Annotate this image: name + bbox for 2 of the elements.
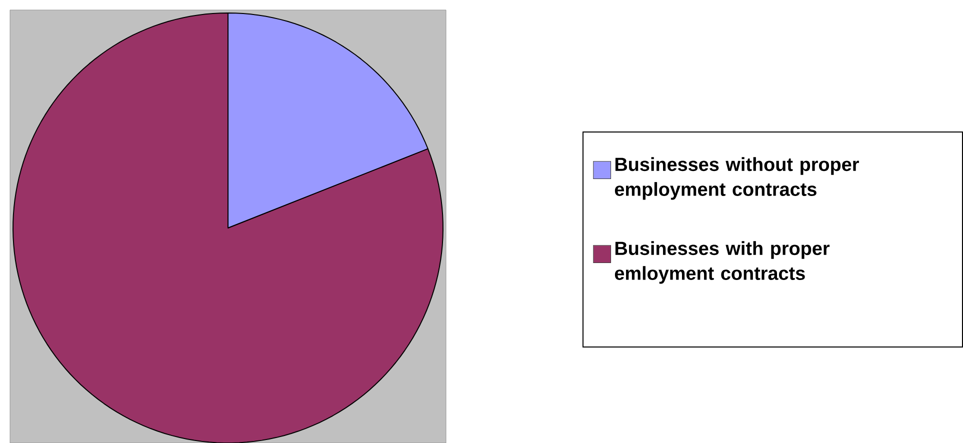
legend-label: Businesses without proper employment contracts	[614, 157, 859, 200]
legend-label: Businesses with proper emloyment contracts	[614, 241, 830, 284]
